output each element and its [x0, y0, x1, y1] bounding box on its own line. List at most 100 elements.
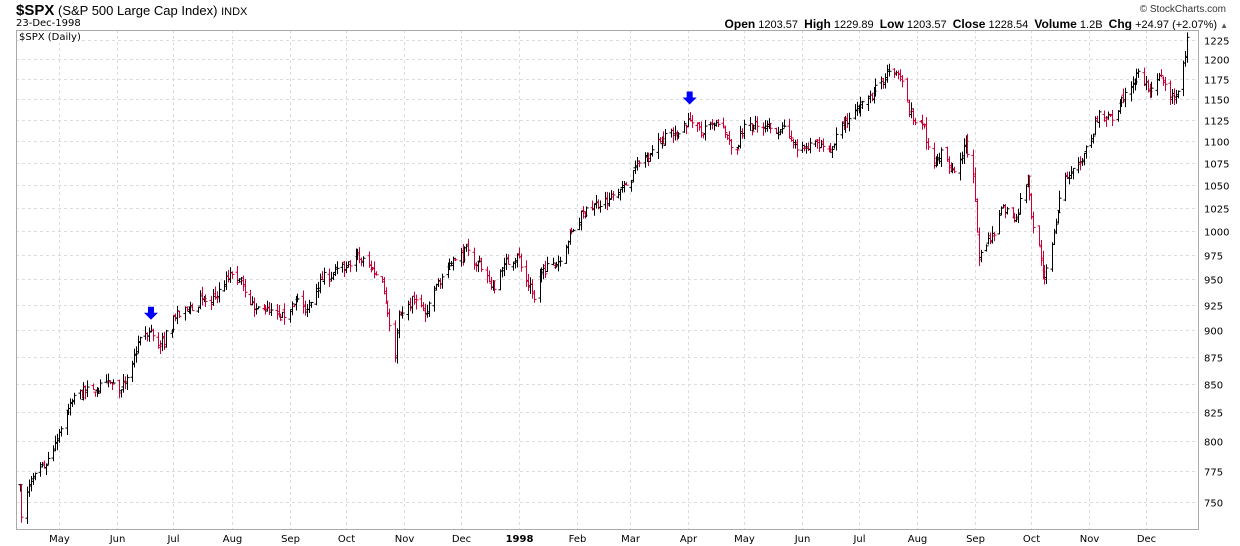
ohlc-bar: [637, 160, 642, 168]
ohlc-bar: [318, 273, 323, 294]
ohlc-bar: [502, 257, 507, 277]
grid: [16, 30, 1198, 529]
ohlc-bar: [498, 269, 503, 291]
ohlc-bar: [776, 126, 781, 140]
copyright: © StockCharts.com: [1139, 4, 1226, 15]
ohlc-bar: [873, 78, 878, 97]
ohlc-bar: [800, 141, 805, 153]
y-tick-label: 900: [1204, 327, 1223, 338]
ohlc-bar: [395, 328, 400, 364]
ohlc-bar: [203, 294, 208, 307]
ohlc-bar: [605, 191, 610, 211]
ohlc-bar: [690, 115, 695, 128]
x-tick-label: Mar: [621, 534, 641, 545]
y-tick-label: 1000: [1204, 228, 1229, 239]
y-tick-label: 1150: [1204, 96, 1229, 107]
ohlc-bar: [369, 260, 374, 273]
ohlc-bar: [1071, 167, 1076, 180]
ohlc-bar: [267, 301, 272, 316]
x-tick-label: Aug: [223, 534, 243, 545]
ohlc-bar: [721, 117, 726, 129]
ohlc-bar: [190, 303, 195, 312]
volume-label: Volume: [1034, 17, 1077, 31]
ohlc-bar: [633, 160, 638, 175]
ohlc-bar: [1163, 76, 1168, 92]
ohlc-bar: [686, 112, 691, 127]
ohlc-bar: [132, 348, 137, 368]
ohlc-bar: [504, 253, 509, 271]
ohlc-bar: [173, 313, 178, 322]
ohlc-bar: [301, 290, 306, 314]
ohlc-bar: [688, 111, 693, 122]
ohlc-bar: [303, 300, 308, 316]
ohlc-bar: [663, 129, 668, 146]
ohlc-bar: [414, 294, 419, 310]
ohlc-bar: [33, 472, 38, 481]
y-tick-label: 1025: [1204, 205, 1229, 216]
ohlc-bar: [887, 63, 892, 77]
y-tick-label: 775: [1204, 468, 1223, 479]
x-tick-label: Sep: [281, 534, 300, 545]
y-tick-label: 850: [1204, 381, 1223, 392]
ohlc-bar: [581, 206, 586, 219]
ohlc-bar: [57, 429, 62, 443]
volume-value: 1.2B: [1079, 19, 1103, 31]
ohlc-bar: [817, 137, 822, 153]
ohlc-bar: [682, 120, 687, 133]
ohlc-bar: [145, 332, 150, 342]
ohlc-bar: [1018, 193, 1023, 215]
low-value: 1203.57: [906, 19, 947, 31]
ohlc-bar: [986, 232, 991, 245]
ohlc-bar: [603, 191, 608, 209]
ohlc-bar: [224, 271, 229, 290]
ohlc-bar: [571, 228, 576, 233]
y-tick-label: 1125: [1204, 117, 1229, 128]
ohlc-bar: [735, 147, 740, 155]
ohlc-bar: [853, 104, 858, 120]
ohlc-bar: [768, 123, 773, 134]
symbol: $SPX: [16, 2, 55, 19]
ohlc-bar: [611, 191, 616, 201]
x-tick-label: Nov: [1080, 534, 1100, 545]
ohlc-bar: [1174, 89, 1179, 104]
x-tick-label: Oct: [1023, 534, 1040, 545]
ohlc-bar: [427, 301, 432, 317]
ohlc-bar: [937, 152, 942, 165]
ohlc-bar: [975, 198, 980, 233]
ohlc-bar: [250, 296, 255, 306]
ohlc-bar: [320, 271, 325, 281]
ohlc-bar: [160, 332, 165, 352]
ohlc-bar: [620, 181, 625, 193]
ohlc-bar: [1181, 60, 1186, 97]
ohlc-bar: [1123, 87, 1128, 108]
ohlc-bar: [712, 122, 717, 131]
ohlc-bar: [314, 283, 319, 306]
ohlc-bar: [175, 305, 180, 325]
ohlc-bar: [650, 145, 655, 157]
ohlc-bar: [909, 102, 914, 119]
ohlc-bar: [526, 273, 531, 292]
ohlc-bar: [412, 291, 417, 305]
ohlc-bar: [830, 146, 835, 158]
ohlc-bar: [1001, 204, 1006, 209]
ohlc-bar: [860, 100, 865, 109]
close-label: Close: [952, 17, 986, 31]
ohlc-bar: [1057, 190, 1062, 213]
x-tick-label: Jun: [109, 534, 126, 545]
ohlc-bar: [1050, 242, 1055, 272]
ohlc-bar: [125, 374, 130, 390]
ohlc-bar: [1003, 203, 1008, 219]
markers: [143, 91, 697, 320]
ohlc-bar: [453, 257, 458, 262]
down-arrow-icon: [682, 91, 697, 105]
y-tick-label: 825: [1204, 409, 1223, 420]
quote-bar: Open 1203.57 High 1229.89 Low 1203.57 Cl…: [725, 17, 1228, 31]
chart-label: $SPX (Daily): [19, 32, 81, 43]
ohlc-bar: [979, 249, 984, 263]
ohlc-bar: [464, 243, 469, 252]
chart-title: $SPX (S&P 500 Large Cap Index) INDX: [16, 2, 247, 19]
price-bars: [18, 32, 1190, 524]
ohlc-bar: [91, 383, 96, 391]
ohlc-bar: [104, 374, 109, 383]
ohlc-bar: [51, 445, 56, 462]
